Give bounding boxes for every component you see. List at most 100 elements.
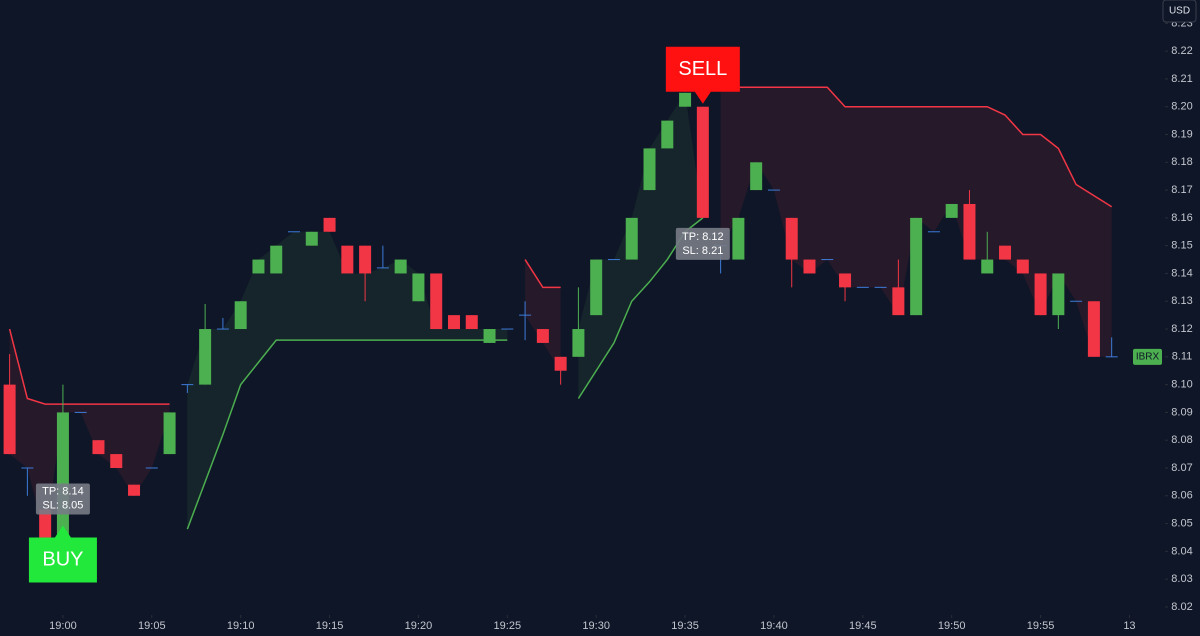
- y-tick-label: 8.21: [1171, 73, 1192, 85]
- sl-label: SL: 8.05: [42, 499, 83, 511]
- candle-body: [163, 412, 176, 455]
- y-tick-label: 8.15: [1171, 240, 1192, 252]
- y-tick-label: 8.08: [1171, 434, 1192, 446]
- candle-body: [874, 286, 887, 288]
- x-tick-label: 13: [1123, 620, 1135, 632]
- candle-body: [554, 356, 567, 371]
- stop-fill: [187, 231, 508, 530]
- candle-body: [501, 328, 514, 330]
- candle-body: [39, 509, 52, 538]
- candle-body: [821, 259, 834, 261]
- signal-label: SELL: [678, 58, 727, 80]
- x-tick-label: 19:40: [760, 620, 788, 632]
- y-tick-label: 8.09: [1171, 406, 1192, 418]
- candle-body: [785, 217, 798, 260]
- y-tick-label: 8.12: [1171, 323, 1192, 335]
- y-tick-label: 8.05: [1171, 517, 1192, 529]
- tp-label: TP: 8.12: [682, 231, 724, 243]
- candle-body: [341, 245, 354, 274]
- x-tick-label: 19:20: [405, 620, 433, 632]
- candle-body: [536, 329, 549, 343]
- candle-body: [661, 120, 674, 149]
- candle-body: [910, 217, 923, 316]
- currency[interactable]: USD: [1169, 6, 1190, 17]
- candle-body: [696, 106, 709, 218]
- currency-box[interactable]: [1162, 0, 1197, 23]
- x-tick-label: 19:30: [582, 620, 610, 632]
- tp-sl-box: [35, 483, 90, 515]
- candle-body: [288, 231, 301, 233]
- candle-body: [1105, 356, 1118, 358]
- candle-body: [643, 148, 656, 191]
- candle-body: [128, 484, 141, 496]
- y-tick-label: 8.18: [1171, 156, 1192, 168]
- stop-fill: [525, 259, 561, 371]
- candle-body: [625, 217, 638, 260]
- candle-body: [856, 286, 869, 288]
- y-tick-label: 8.03: [1171, 573, 1192, 585]
- candle-body: [732, 217, 745, 260]
- y-tick-label: 8.19: [1171, 128, 1192, 140]
- x-tick-label: 19:10: [227, 620, 255, 632]
- candle-body: [323, 217, 336, 232]
- candle-body: [21, 467, 34, 469]
- x-tick-label: 19:15: [316, 620, 344, 632]
- y-tick-label: 8.17: [1171, 184, 1192, 196]
- stop-fill: [578, 92, 703, 399]
- x-tick-label: 19:50: [938, 620, 966, 632]
- x-tick-label: 19:25: [494, 620, 522, 632]
- signal-box: [28, 525, 97, 583]
- y-tick-label: 8.20: [1171, 101, 1192, 113]
- candle-body: [803, 259, 816, 274]
- sl-label: SL: 8.21: [682, 245, 723, 257]
- stop-line: [8, 86, 1113, 405]
- candle-body: [892, 287, 905, 316]
- tp-sl-box: [675, 227, 730, 260]
- candle-body: [1070, 300, 1083, 302]
- candle-body: [412, 273, 425, 302]
- x-tick-label: 19:05: [138, 620, 166, 632]
- candle-body: [981, 259, 994, 274]
- x-tick-label: 19:35: [671, 620, 699, 632]
- candle-body: [216, 328, 229, 330]
- signal-label: BUY: [42, 549, 83, 571]
- tp-label: TP: 8.14: [42, 485, 84, 497]
- candle-body: [1052, 273, 1065, 316]
- candle-body: [74, 411, 87, 413]
- x-tick-label: 19:45: [849, 620, 877, 632]
- candle-body: [181, 384, 194, 386]
- candle-body: [963, 203, 976, 260]
- candle-body: [252, 259, 265, 274]
- candle-body: [199, 329, 212, 385]
- candle-body: [750, 162, 763, 191]
- candle-body: [394, 259, 407, 274]
- candle-body: [590, 259, 603, 316]
- candle-body: [483, 329, 496, 343]
- candle-body: [1034, 273, 1047, 316]
- candle-body: [927, 231, 940, 233]
- y-tick-label: 8.14: [1171, 267, 1192, 279]
- candle-body: [270, 245, 283, 274]
- candle-body: [607, 259, 620, 261]
- x-tick-label: 19:55: [1027, 620, 1055, 632]
- stop-fill: [720, 87, 1112, 357]
- symbol-label: IBRX: [1136, 351, 1160, 362]
- candle-body: [305, 231, 318, 246]
- candle-body: [92, 440, 105, 455]
- candle-body: [679, 92, 692, 107]
- y-tick-label: 8.06: [1171, 490, 1192, 502]
- candle-body: [1087, 301, 1100, 357]
- y-tick-label: 8.22: [1171, 45, 1192, 57]
- candle-body: [56, 412, 69, 538]
- candle-body: [376, 267, 389, 269]
- candle-body: [3, 384, 16, 455]
- y-tick-label: 8.02: [1171, 601, 1192, 613]
- candle-body: [447, 315, 460, 330]
- y-tick-label: 8.07: [1171, 462, 1192, 474]
- y-tick-label: 8.11: [1172, 351, 1193, 363]
- y-tick-label: 8.04: [1171, 545, 1192, 557]
- candle-body: [999, 245, 1012, 260]
- candle-body: [767, 189, 780, 191]
